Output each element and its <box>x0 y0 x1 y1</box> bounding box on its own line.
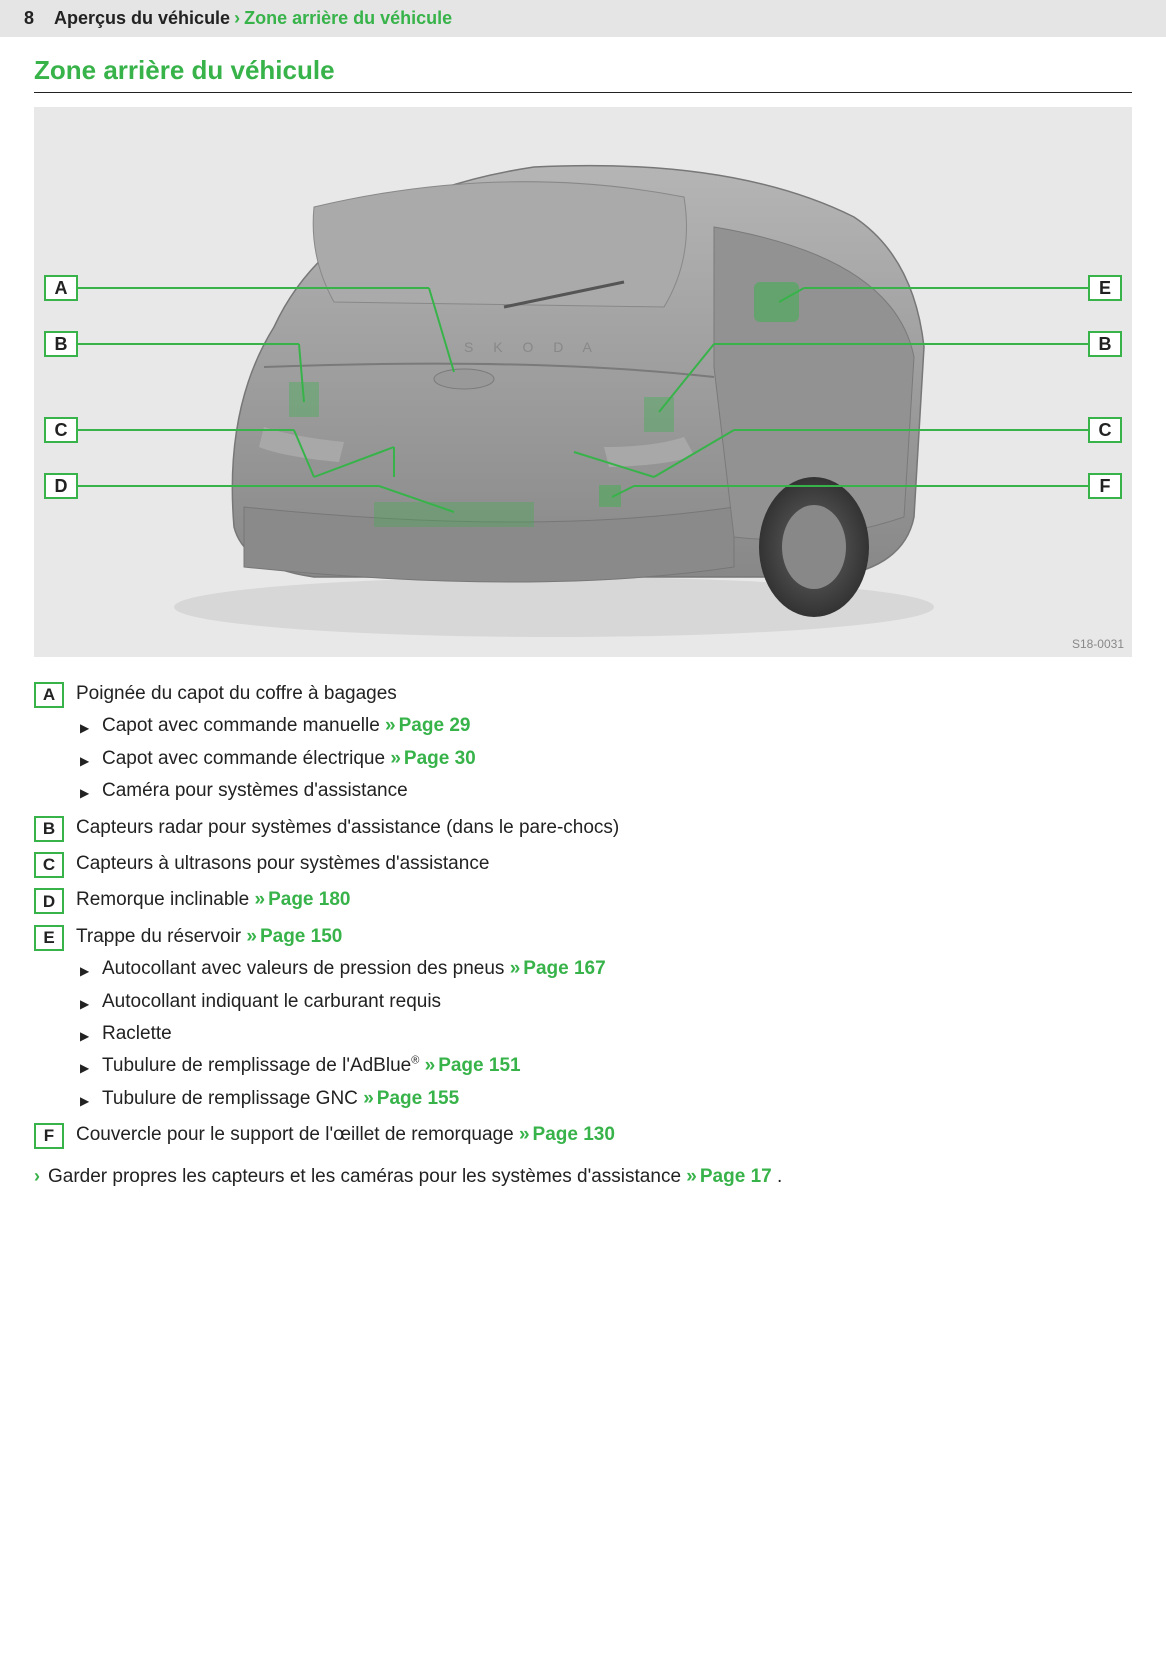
legend-body: Couvercle pour le support de l'œillet de… <box>76 1120 1132 1150</box>
sub-item: ▶ Tubulure de remplissage GNC »Page 155 <box>80 1084 1132 1114</box>
legend-body: Remorque inclinable »Page 180 <box>76 885 1132 915</box>
sub-item: ▶ Caméra pour systèmes d'assistance <box>80 776 1132 806</box>
breadcrumb-current: Zone arrière du véhicule <box>244 8 452 29</box>
page-content: Zone arrière du véhicule <box>0 37 1166 1228</box>
sub-item-text: Caméra pour systèmes d'assistance <box>102 776 408 806</box>
legend-letter: A <box>34 682 64 708</box>
footnote-arrow-icon: › <box>34 1166 40 1187</box>
svg-text:S K O D A: S K O D A <box>464 339 600 355</box>
car-illustration: S K O D A <box>34 107 1132 657</box>
page-ref-link[interactable]: »Page 167 <box>510 958 606 979</box>
triangle-bullet-icon: ▶ <box>80 1092 92 1111</box>
legend-letter: B <box>34 816 64 842</box>
sub-item-text: Tubulure de remplissage GNC »Page 155 <box>102 1084 459 1114</box>
footnote: › Garder propres les capteurs et les cam… <box>34 1166 1132 1188</box>
legend-text: Remorque inclinable »Page 180 <box>76 885 1132 915</box>
sub-item-text: Tubulure de remplissage de l'AdBlue® »Pa… <box>102 1051 521 1081</box>
page-ref-link[interactable]: »Page 155 <box>363 1088 459 1109</box>
legend-item-B: B Capteurs radar pour systèmes d'assistan… <box>34 813 1132 843</box>
sub-item: ▶ Tubulure de remplissage de l'AdBlue® »P… <box>80 1051 1132 1081</box>
legend-text: Trappe du réservoir »Page 150 <box>76 922 1132 952</box>
page-ref-link[interactable]: »Page 151 <box>425 1055 521 1076</box>
breadcrumb-separator: › <box>234 8 240 29</box>
sub-item: ▶ Capot avec commande électrique »Page 30 <box>80 744 1132 774</box>
legend-text: Couvercle pour le support de l'œillet de… <box>76 1120 1132 1150</box>
callout-right-F: F <box>1088 473 1122 499</box>
callout-right-C: C <box>1088 417 1122 443</box>
legend-letter: F <box>34 1123 64 1149</box>
page-ref-link[interactable]: »Page 130 <box>519 1124 615 1145</box>
figure-code: S18-0031 <box>1072 637 1124 651</box>
page-ref-link[interactable]: »Page 180 <box>255 889 351 910</box>
sub-item-text: Autocollant avec valeurs de pression des… <box>102 954 606 984</box>
page-ref-link[interactable]: »Page 29 <box>385 715 470 736</box>
triangle-bullet-icon: ▶ <box>80 995 92 1014</box>
legend-letter: C <box>34 852 64 878</box>
legend-item-A: A Poignée du capot du coffre à bagages ▶ Ca… <box>34 679 1132 807</box>
legend-letter: D <box>34 888 64 914</box>
sub-item: ▶ Capot avec commande manuelle »Page 29 <box>80 711 1132 741</box>
sub-item-text: Capot avec commande électrique »Page 30 <box>102 744 476 774</box>
triangle-bullet-icon: ▶ <box>80 1027 92 1046</box>
sub-item-text: Capot avec commande manuelle »Page 29 <box>102 711 470 741</box>
triangle-bullet-icon: ▶ <box>80 719 92 738</box>
breadcrumb-section: Aperçus du véhicule <box>54 8 230 29</box>
callout-right-B: B <box>1088 331 1122 357</box>
triangle-bullet-icon: ▶ <box>80 1059 92 1078</box>
sub-list: ▶ Capot avec commande manuelle »Page 29 ▶ C… <box>76 711 1132 806</box>
triangle-bullet-icon: ▶ <box>80 752 92 771</box>
page-ref-link[interactable]: »Page 30 <box>390 748 475 769</box>
legend-body: Capteurs radar pour systèmes d'assistanc… <box>76 813 1132 843</box>
page-ref-link[interactable]: »Page 150 <box>246 926 342 947</box>
legend-body: Poignée du capot du coffre à bagages ▶ Cap… <box>76 679 1132 807</box>
sub-item-text: Raclette <box>102 1019 172 1049</box>
callout-left-A: A <box>44 275 78 301</box>
legend-item-C: C Capteurs à ultrasons pour systèmes d'as… <box>34 849 1132 879</box>
callout-left-B: B <box>44 331 78 357</box>
legend-item-E: E Trappe du réservoir »Page 150 ▶ Autocolla… <box>34 922 1132 1114</box>
legend-text: Capteurs à ultrasons pour systèmes d'ass… <box>76 849 1132 879</box>
callout-right-E: E <box>1088 275 1122 301</box>
page-header: 8 Aperçus du véhicule › Zone arrière du … <box>0 0 1166 37</box>
sub-item: ▶ Autocollant indiquant le carburant requ… <box>80 987 1132 1017</box>
legend-text: Capteurs radar pour systèmes d'assistanc… <box>76 813 1132 843</box>
section-title: Zone arrière du véhicule <box>34 55 1132 93</box>
sub-item-text: Autocollant indiquant le carburant requi… <box>102 987 441 1017</box>
legend-body: Capteurs à ultrasons pour systèmes d'ass… <box>76 849 1132 879</box>
legend-item-D: D Remorque inclinable »Page 180 <box>34 885 1132 915</box>
footnote-text: Garder propres les capteurs et les camér… <box>48 1166 782 1188</box>
legend-list: A Poignée du capot du coffre à bagages ▶ Ca… <box>34 679 1132 1150</box>
legend-body: Trappe du réservoir »Page 150 ▶ Autocollan… <box>76 922 1132 1114</box>
sub-list: ▶ Autocollant avec valeurs de pression de… <box>76 954 1132 1114</box>
page-ref-link[interactable]: »Page 17 <box>686 1166 777 1187</box>
sub-item: ▶ Autocollant avec valeurs de pression de… <box>80 954 1132 984</box>
triangle-bullet-icon: ▶ <box>80 784 92 803</box>
page-number: 8 <box>24 8 34 29</box>
callout-left-C: C <box>44 417 78 443</box>
triangle-bullet-icon: ▶ <box>80 962 92 981</box>
legend-item-F: F Couvercle pour le support de l'œillet d… <box>34 1120 1132 1150</box>
vehicle-rear-figure: S K O D A <box>34 107 1132 657</box>
legend-text: Poignée du capot du coffre à bagages <box>76 679 1132 709</box>
callout-left-D: D <box>44 473 78 499</box>
sub-item: ▶ Raclette <box>80 1019 1132 1049</box>
legend-letter: E <box>34 925 64 951</box>
